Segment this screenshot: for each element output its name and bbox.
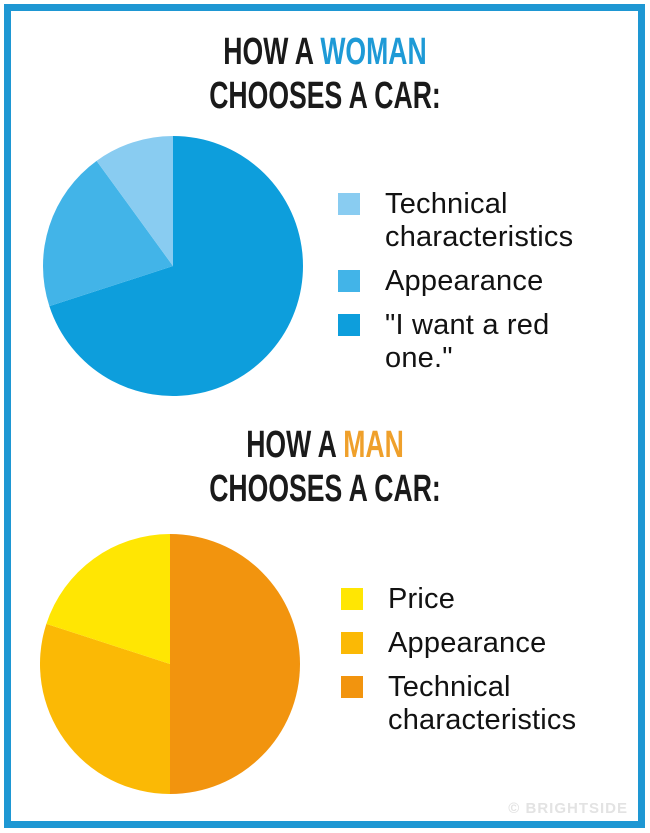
legend-woman: Technical characteristics Appearance "I wan… <box>338 188 623 386</box>
pie-slice <box>46 534 170 664</box>
legend-label: "I want a red one." <box>385 309 550 374</box>
chart-title-woman: HOW A WOMAN CHOOSES A CAR: <box>0 30 650 118</box>
title-prefix: HOW A <box>223 31 321 73</box>
legend-color-swatch <box>338 314 360 336</box>
legend-item: Technical characteristics <box>341 671 626 737</box>
title-highlight-woman: WOMAN <box>320 31 427 73</box>
chart-title-man: HOW A MAN CHOOSES A CAR: <box>0 423 650 511</box>
legend-man: Price Appearance Technical characteristics <box>341 583 626 748</box>
pie-slice <box>170 534 300 794</box>
legend-item: Price <box>341 583 626 616</box>
title-line-1: HOW A WOMAN <box>98 30 553 74</box>
legend-color-swatch <box>341 632 363 654</box>
pie-slice <box>49 136 303 396</box>
legend-item: Technical characteristics <box>338 188 623 254</box>
legend-label: Price <box>388 583 456 615</box>
pie-chart-man <box>40 534 300 794</box>
pie-slice <box>40 623 170 794</box>
legend-color-swatch <box>341 588 363 610</box>
legend-item: Appearance <box>338 265 623 298</box>
brightside-watermark: © BRIGHTSIDE <box>508 800 628 817</box>
pie-slice <box>96 136 173 266</box>
legend-item: "I want a red one." <box>338 309 623 375</box>
title-line-2: CHOOSES A CAR: <box>209 75 441 117</box>
title-line-1: HOW A MAN <box>98 423 553 467</box>
legend-label: Technical characteristics <box>388 671 577 736</box>
legend-label: Technical characteristics <box>385 188 574 253</box>
title-highlight-man: MAN <box>343 424 404 466</box>
pie-chart-woman <box>43 136 303 396</box>
legend-item: Appearance <box>341 627 626 660</box>
legend-color-swatch <box>341 676 363 698</box>
pie-slice <box>43 160 173 307</box>
legend-label: Appearance <box>385 265 544 297</box>
legend-color-swatch <box>338 270 360 292</box>
legend-label: Appearance <box>388 627 547 659</box>
legend-color-swatch <box>338 193 360 215</box>
title-line-2: CHOOSES A CAR: <box>209 468 441 510</box>
title-prefix: HOW A <box>246 424 344 466</box>
